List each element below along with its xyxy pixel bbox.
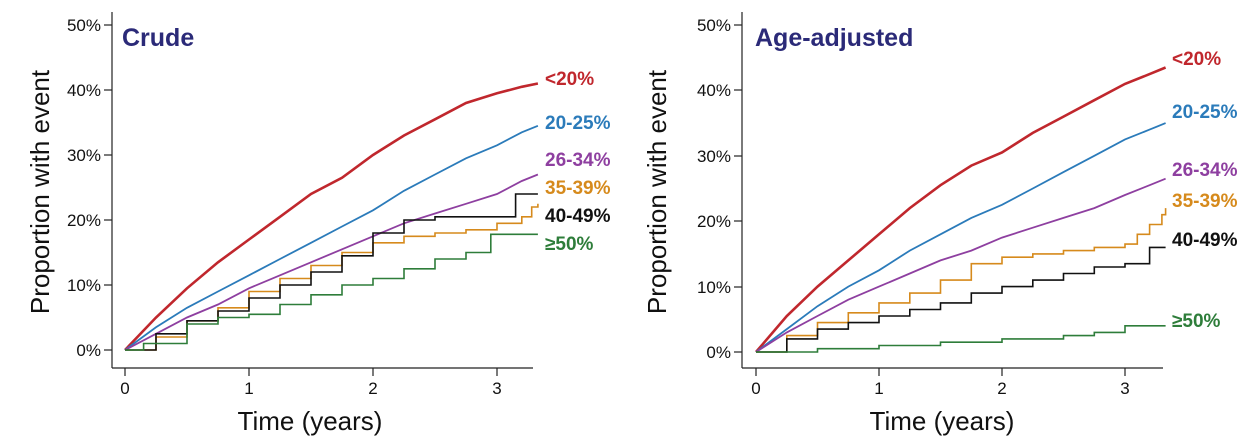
y-tick-label: 10% bbox=[697, 278, 731, 297]
series-line-40-49 bbox=[125, 193, 538, 351]
series-lines bbox=[755, 66, 1167, 353]
y-axis-label: Proportion with event bbox=[25, 69, 55, 314]
series-labels: <20% 20-25% 26-34% 35-39% 40-49% ≥50% bbox=[545, 69, 611, 255]
series-line-40-49 bbox=[756, 246, 1166, 353]
series-labels: <20% 20-25% 26-34% 35-39% 40-49% ≥50% bbox=[1172, 49, 1238, 332]
y-tick-label: 30% bbox=[67, 146, 101, 165]
series-label-40-49: 40-49% bbox=[545, 206, 611, 227]
series-label-20-25: 20-25% bbox=[545, 113, 611, 134]
series-label-26-34: 26-34% bbox=[545, 150, 611, 171]
y-ticks: 0% 10% 20% 30% 40% 50% bbox=[67, 16, 112, 360]
y-tick-label: 0% bbox=[706, 343, 731, 362]
series-label-35-39: 35-39% bbox=[1172, 191, 1238, 212]
series-label-40-49: 40-49% bbox=[1172, 230, 1238, 251]
y-tick-label: 30% bbox=[697, 147, 731, 166]
x-tick-label: 3 bbox=[492, 379, 501, 398]
series-label-26-34: 26-34% bbox=[1172, 160, 1238, 181]
x-tick-label: 2 bbox=[368, 379, 377, 398]
y-tick-label: 40% bbox=[697, 81, 731, 100]
x-tick-label: 1 bbox=[874, 379, 883, 398]
x-tick-label: 1 bbox=[244, 379, 253, 398]
series-label-lt20: <20% bbox=[545, 69, 594, 90]
chart-panel-crude: Proportion with event 0% 10% 20% 30% 40%… bbox=[25, 12, 611, 436]
panel-title: Crude bbox=[122, 24, 194, 52]
x-tick-label: 0 bbox=[120, 379, 129, 398]
x-tick-label: 3 bbox=[1120, 379, 1129, 398]
series-lines bbox=[124, 82, 539, 351]
x-ticks: 0 1 2 3 bbox=[751, 368, 1130, 398]
y-tick-label: 50% bbox=[67, 16, 101, 35]
series-line-20-25 bbox=[124, 124, 539, 351]
y-tick-label: 20% bbox=[67, 211, 101, 230]
series-label-ge50: ≥50% bbox=[1172, 311, 1221, 332]
series-line-lt20 bbox=[124, 82, 539, 351]
panel-title: Age-adjusted bbox=[755, 24, 913, 52]
series-label-ge50: ≥50% bbox=[545, 234, 594, 255]
x-ticks: 0 1 2 3 bbox=[120, 368, 502, 398]
x-tick-label: 0 bbox=[751, 379, 760, 398]
series-line-26-34 bbox=[124, 173, 539, 351]
series-label-20-25: 20-25% bbox=[1172, 102, 1238, 123]
x-axis-label: Time (years) bbox=[870, 406, 1015, 436]
series-line-ge50 bbox=[756, 325, 1166, 353]
series-line-35-39 bbox=[756, 208, 1167, 353]
y-tick-label: 0% bbox=[76, 341, 101, 360]
series-label-35-39: 35-39% bbox=[545, 178, 611, 199]
series-line-ge50 bbox=[125, 233, 538, 351]
y-axis-label: Proportion with event bbox=[642, 69, 672, 314]
x-axis-label: Time (years) bbox=[238, 406, 383, 436]
y-tick-label: 10% bbox=[67, 276, 101, 295]
y-tick-label: 20% bbox=[697, 212, 731, 231]
y-tick-label: 50% bbox=[697, 16, 731, 35]
series-line-26-34 bbox=[755, 177, 1166, 353]
x-tick-label: 2 bbox=[997, 379, 1006, 398]
series-line-lt20 bbox=[755, 66, 1167, 353]
series-line-20-25 bbox=[755, 122, 1166, 353]
series-label-lt20: <20% bbox=[1172, 49, 1221, 70]
y-ticks: 0% 10% 20% 30% 40% 50% bbox=[697, 16, 742, 362]
y-tick-label: 40% bbox=[67, 81, 101, 100]
chart-panel-age-adjusted: Proportion with event 0% 10% 20% 30% 40%… bbox=[642, 12, 1238, 436]
